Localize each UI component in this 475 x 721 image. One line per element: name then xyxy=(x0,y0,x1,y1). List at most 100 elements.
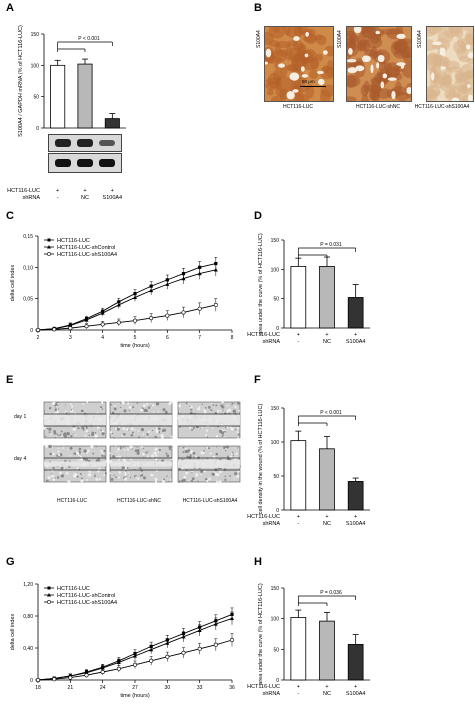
data-point xyxy=(100,311,105,315)
cell-texture xyxy=(150,405,152,407)
cell-texture xyxy=(234,428,237,431)
cell-texture xyxy=(116,451,118,453)
cell-texture xyxy=(119,447,122,450)
cell-texture xyxy=(118,476,121,479)
cell-texture xyxy=(85,458,89,462)
cell-texture xyxy=(150,433,152,435)
lumen xyxy=(348,47,353,55)
cell-texture xyxy=(65,472,69,475)
wound-caption: HCT116-LUC xyxy=(57,498,87,504)
y-axis-label: cell density in the wound (% of HCT116-L… xyxy=(258,404,264,515)
cell-region xyxy=(373,31,382,41)
cell-texture xyxy=(134,449,138,453)
cell-texture xyxy=(166,454,170,458)
panel-label-d: D xyxy=(254,210,262,222)
cell-texture xyxy=(201,403,203,405)
cell-texture xyxy=(190,408,193,411)
cell-texture xyxy=(181,467,184,470)
cell-texture xyxy=(237,437,239,439)
histology-texture xyxy=(347,27,411,101)
cell-texture xyxy=(234,472,238,476)
cell-texture xyxy=(147,430,150,434)
data-point xyxy=(52,677,57,682)
cell-texture xyxy=(125,445,127,448)
data-point xyxy=(213,642,218,647)
cell-texture xyxy=(232,409,237,413)
cell-texture xyxy=(127,429,130,431)
data-point xyxy=(213,267,218,272)
series-line xyxy=(37,304,216,331)
factor-value: + xyxy=(325,332,328,338)
cell-texture xyxy=(130,433,134,437)
wound-gap xyxy=(110,414,172,426)
cell-texture xyxy=(115,476,117,479)
cell-texture xyxy=(229,426,232,429)
cell-texture xyxy=(215,404,218,407)
cell-region xyxy=(398,38,411,46)
data-point xyxy=(133,654,137,658)
cell-texture xyxy=(69,446,73,450)
cell-region xyxy=(320,89,331,101)
cell-texture xyxy=(128,409,131,412)
data-point xyxy=(133,318,138,323)
cell-region xyxy=(402,63,411,78)
lumen xyxy=(382,73,388,79)
y-tick-label: 0,05 xyxy=(23,297,33,303)
wound-row-label: day 1 xyxy=(14,414,27,420)
cell-texture xyxy=(42,426,46,430)
cell-texture xyxy=(94,473,96,475)
lumen xyxy=(396,62,406,66)
cell-texture xyxy=(113,437,115,439)
factor-value: - xyxy=(57,195,59,201)
western-blot-s100a4 xyxy=(48,134,122,152)
cell-region xyxy=(302,34,317,43)
cell-texture xyxy=(57,402,60,405)
cell-texture xyxy=(193,426,195,429)
scale-bar xyxy=(300,86,326,87)
cell-region xyxy=(267,72,281,89)
cell-region xyxy=(347,74,358,88)
cell-texture xyxy=(122,428,124,430)
legend-marker xyxy=(47,252,51,256)
lumen xyxy=(406,87,411,94)
cell-texture xyxy=(136,448,140,452)
cell-texture xyxy=(101,408,104,410)
cell-region xyxy=(433,77,446,89)
cell-texture xyxy=(129,445,133,449)
cell-texture xyxy=(121,401,125,405)
cell-region xyxy=(287,40,298,47)
cell-texture xyxy=(185,471,189,475)
cell-texture xyxy=(237,447,239,449)
cell-region xyxy=(295,93,309,101)
lumen xyxy=(370,64,374,74)
x-tick-label: 7 xyxy=(198,335,201,341)
cell-texture xyxy=(48,427,52,431)
lumen xyxy=(265,61,269,65)
cell-texture xyxy=(224,478,227,481)
legend-label: HCT116-LUC-shS100A4 xyxy=(57,252,117,258)
panel-label-e: E xyxy=(6,374,14,386)
legend-marker xyxy=(47,586,51,590)
bar xyxy=(319,620,335,681)
cell-texture xyxy=(150,473,153,477)
significance-label: P < 0.001 xyxy=(78,36,100,42)
cell-texture xyxy=(86,451,89,454)
cell-texture xyxy=(125,428,129,431)
lumen xyxy=(293,36,300,42)
cell-texture xyxy=(204,412,206,414)
factor-value: S100A4 xyxy=(346,691,366,697)
data-point xyxy=(165,313,170,318)
lumen xyxy=(286,90,295,100)
cell-texture xyxy=(237,433,241,436)
cell-texture xyxy=(235,452,238,455)
data-point xyxy=(181,634,186,639)
data-point xyxy=(197,306,202,311)
cell-texture xyxy=(114,405,117,408)
cell-texture xyxy=(208,447,211,450)
cell-region xyxy=(361,94,369,101)
cell-texture xyxy=(146,402,149,406)
cell-region xyxy=(370,46,378,60)
cell-texture xyxy=(191,429,193,431)
x-tick-label: 2 xyxy=(37,335,40,341)
cell-texture xyxy=(100,406,103,409)
